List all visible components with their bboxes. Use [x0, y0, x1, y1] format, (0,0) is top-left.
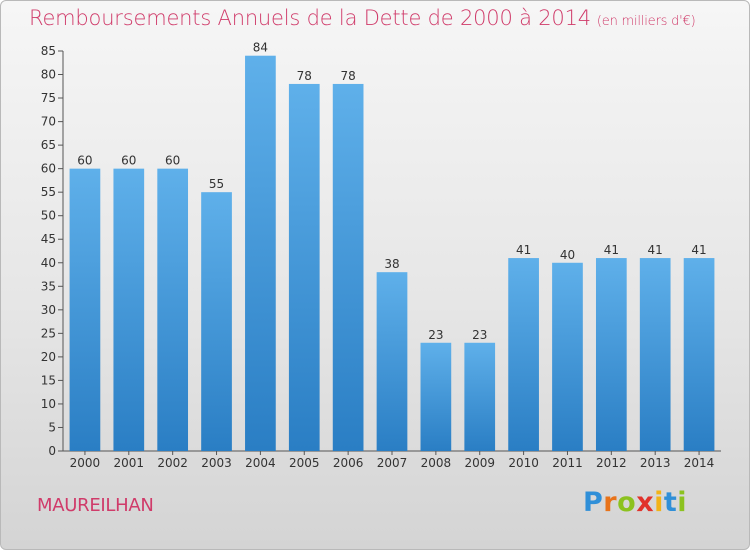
y-tick-label: 35	[41, 279, 56, 293]
logo-letter: i	[677, 487, 688, 518]
data-label-2003: 55	[209, 177, 224, 191]
data-label-2001: 60	[121, 154, 136, 168]
y-tick-label: 5	[48, 420, 56, 434]
y-tick-label: 25	[41, 326, 56, 340]
logo-letter: x	[636, 487, 655, 518]
data-label-2004: 84	[253, 41, 268, 55]
data-label-2009: 23	[472, 328, 487, 342]
chart-title: Remboursements Annuels de la Dette de 20…	[29, 6, 696, 30]
data-label-2000: 60	[77, 154, 92, 168]
y-tick-label: 40	[41, 256, 56, 270]
data-label-2012: 41	[604, 243, 619, 257]
y-tick-label: 65	[41, 138, 56, 152]
data-label-2011: 40	[560, 248, 575, 262]
y-tick-label: 80	[41, 68, 56, 82]
x-tick-label-2001: 2001	[114, 456, 145, 470]
bar-2012	[595, 258, 627, 451]
logo-letter: o	[617, 487, 637, 518]
data-label-2005: 78	[297, 69, 312, 83]
bar-2003	[201, 192, 232, 452]
chart-axes: 0 5 10 15 20 25 30 35 40 45 50 55 60 65 70 75 80 85 2000 20…	[41, 44, 721, 470]
y-tick-label: 60	[41, 162, 56, 176]
data-label-2010: 41	[516, 243, 531, 257]
y-tick-label: 30	[41, 303, 56, 317]
bar-2009	[464, 342, 496, 451]
bar-2007	[376, 272, 408, 451]
logo-letter: i	[654, 487, 664, 518]
proxiti-logo: Proxiti	[583, 487, 687, 518]
bar-2000	[69, 168, 101, 451]
bar-2011	[552, 262, 583, 451]
logo-letter: P	[583, 487, 604, 518]
x-tick-label-2010: 2010	[508, 456, 539, 470]
y-tick-label: 10	[41, 397, 56, 411]
x-tick-label-2009: 2009	[464, 456, 495, 470]
data-label-2007: 38	[384, 257, 399, 271]
y-tick-label: 55	[41, 185, 56, 199]
x-tick-label-2013: 2013	[640, 456, 671, 470]
data-label-2013: 41	[648, 243, 663, 257]
y-tick-label: 70	[41, 115, 56, 129]
x-tick-label-2000: 2000	[70, 456, 101, 470]
data-label-2002: 60	[165, 154, 180, 168]
bar-2002	[157, 168, 189, 451]
y-tick-label: 85	[41, 44, 56, 58]
bar-chart: 0 5 10 15 20 25 30 35 40 45 50 55 60 65 70 75 80 85 2000 20…	[41, 41, 721, 470]
y-tick-label: 45	[41, 232, 56, 246]
x-tick-label-2008: 2008	[421, 456, 452, 470]
bar-2010	[508, 258, 539, 451]
x-tick-label-2005: 2005	[289, 456, 320, 470]
bar-2013	[639, 258, 671, 451]
x-tick-label-2014: 2014	[684, 456, 715, 470]
data-label-2014: 41	[691, 243, 706, 257]
chart-data-labels: 60 60 60 55 84 78 78 38 23 23 41 40 41 41 41	[77, 41, 706, 342]
chart-title-text: Remboursements Annuels de la Dette de 20…	[29, 6, 591, 30]
data-label-2006: 78	[340, 69, 355, 83]
x-tick-label-2002: 2002	[157, 456, 188, 470]
x-tick-label-2003: 2003	[201, 456, 232, 470]
y-tick-label: 50	[41, 209, 56, 223]
y-tick-label: 20	[41, 350, 56, 364]
x-tick-label-2011: 2011	[552, 456, 583, 470]
town-name: MAUREILHAN	[37, 495, 154, 516]
bar-2005	[288, 83, 320, 452]
logo-letter: t	[663, 487, 678, 518]
x-tick-label-2006: 2006	[333, 456, 364, 470]
y-tick-label: 15	[41, 373, 56, 387]
data-label-2008: 23	[428, 328, 443, 342]
bar-2001	[113, 168, 145, 451]
x-tick-label-2004: 2004	[245, 456, 276, 470]
bar-2004	[245, 55, 276, 452]
y-tick-label: 75	[41, 91, 56, 105]
x-tick-label-2007: 2007	[377, 456, 408, 470]
chart-subtitle: (en milliers d'€)	[596, 14, 696, 29]
y-tick-label: 0	[48, 444, 56, 458]
chart-bars	[69, 55, 715, 452]
x-tick-label-2012: 2012	[596, 456, 627, 470]
bar-2014	[683, 258, 715, 451]
logo-letter: r	[603, 487, 618, 518]
bar-2008	[420, 342, 452, 451]
bar-2006	[332, 83, 364, 452]
